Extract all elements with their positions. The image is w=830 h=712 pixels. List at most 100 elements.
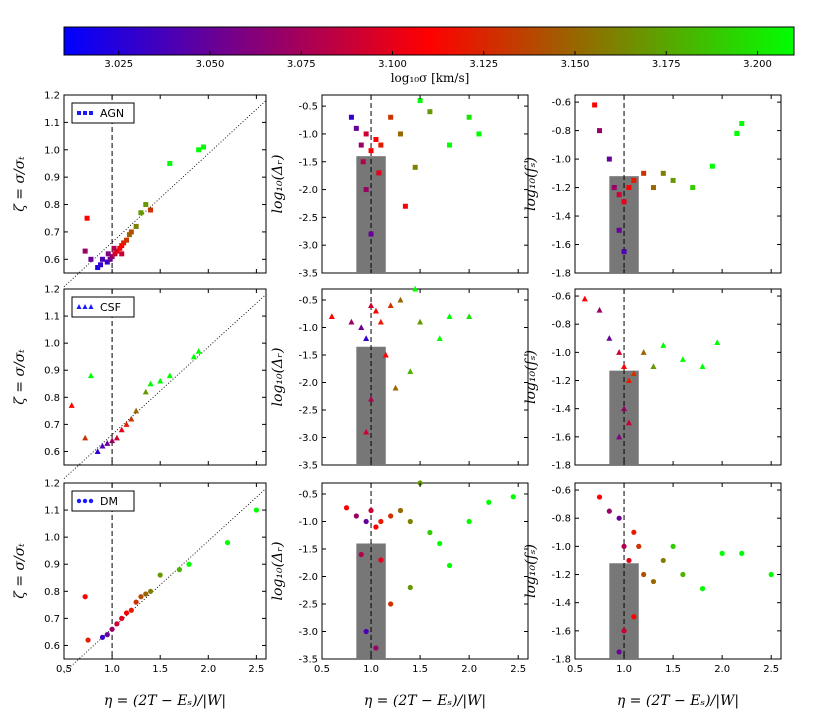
y-tick-label: 1.0 [44, 339, 60, 350]
data-point [147, 588, 154, 594]
data-point [109, 626, 115, 632]
data-point [104, 632, 110, 638]
data-point [224, 539, 231, 546]
legend-marker [77, 111, 81, 115]
x-tick-label: 2.5 [510, 664, 526, 675]
y-tick-label: 0.9 [44, 560, 60, 571]
data-point [119, 251, 125, 257]
data-point [117, 245, 123, 251]
y-tick-label: -1.0 [551, 155, 571, 166]
data-point [636, 543, 642, 549]
y-tick-label: -3.5 [298, 461, 318, 472]
data-point [699, 586, 706, 592]
colorbar-tick-label: 3.075 [287, 59, 316, 70]
y-tick-label: 0.7 [44, 420, 60, 431]
data-point [616, 515, 622, 521]
data-point [641, 571, 647, 578]
data-point [363, 428, 370, 435]
data-point [680, 571, 686, 578]
data-point [148, 207, 154, 213]
data-point [387, 302, 394, 308]
legend: DM [71, 490, 135, 512]
x-axis-label-col3: η = (2T − Eₛ)/|W| [617, 693, 739, 709]
data-point [109, 437, 116, 444]
data-point [87, 372, 94, 379]
y-axis-label: ζ = σ/σₜ [12, 156, 28, 212]
y-tick-label: -2.0 [298, 572, 318, 583]
data-point [200, 144, 206, 150]
y-tick-label: -1.8 [551, 269, 571, 280]
y-tick-label: -2.0 [298, 185, 318, 196]
data-point [621, 363, 628, 369]
panel-DM-fs: -0.6 -0.8 -1.0 -1.2 -1.4 -1.6 -1.80.5 1.0 1.5 2.0… [523, 482, 782, 675]
y-tick-label: -1.2 [551, 376, 571, 387]
data-point [186, 561, 192, 567]
y-tick-label: -1.0 [298, 323, 318, 334]
data-point [377, 318, 384, 325]
plot-frame [574, 94, 782, 274]
data-point [476, 131, 482, 137]
plot-frame [574, 482, 782, 660]
x-tick-label: 0.5 [56, 664, 72, 675]
data-point [606, 156, 612, 162]
data-point [328, 313, 335, 319]
data-point [631, 529, 637, 535]
data-point [621, 405, 628, 412]
legend: AGN [71, 102, 135, 124]
y-tick-label: -0.8 [551, 514, 571, 525]
data-point [138, 594, 144, 600]
y-tick-label: 1.0 [44, 145, 60, 156]
data-point [679, 356, 686, 362]
data-point [427, 529, 433, 536]
y-tick-label: -1.6 [551, 240, 571, 251]
data-point [118, 426, 125, 433]
data-point [650, 578, 657, 585]
data-point [88, 256, 94, 262]
data-point [195, 348, 202, 354]
data-point [368, 507, 374, 514]
x-tick-label: 2.0 [461, 664, 477, 675]
data-point [402, 203, 408, 209]
data-point [109, 254, 115, 260]
y-tick-label: 0.9 [44, 366, 60, 377]
panel-AGN-fs: -0.6 -0.8 -1.0 -1.2 -1.4 -1.6 -1.8 log₁₀(fₛ) [523, 94, 782, 280]
y-tick-label: 1.2 [44, 285, 60, 296]
legend-marker [88, 304, 94, 309]
data-point [121, 240, 127, 246]
data-point [407, 518, 413, 525]
y-tick-label: 1.1 [44, 118, 60, 129]
y-tick-label: -3.0 [298, 433, 318, 444]
data-point [616, 433, 623, 440]
data-point [167, 160, 173, 166]
data-point [157, 377, 164, 384]
data-point [714, 339, 721, 346]
y-tick-label: 0.6 [44, 447, 60, 458]
y-tick-label: -3.0 [298, 627, 318, 638]
data-point [378, 142, 384, 148]
data-point [631, 614, 637, 620]
data-point [94, 448, 101, 454]
legend-label: CSF [100, 301, 121, 314]
data-point [123, 421, 130, 427]
y-tick-label: 1.2 [44, 479, 60, 490]
data-point [133, 223, 139, 229]
y-tick-label: -1.8 [551, 655, 571, 666]
data-point [123, 610, 130, 616]
y-tick-label: -1.2 [551, 183, 571, 194]
legend-box [71, 296, 135, 318]
data-point [616, 192, 622, 198]
data-point [466, 114, 472, 120]
plot-frame [574, 288, 782, 466]
y-axis-label: log₁₀(Δᵣ) [270, 348, 286, 407]
data-point [392, 384, 399, 391]
data-point [412, 285, 419, 292]
data-point [660, 170, 666, 176]
virial-relation-line [63, 488, 267, 673]
x-axis-label-col2: η = (2T − Eₛ)/|W| [364, 693, 486, 709]
y-tick-label: -0.6 [551, 292, 571, 303]
data-point [606, 335, 613, 341]
x-tick-label: 1.5 [412, 664, 428, 675]
colorbar-gradient [63, 26, 795, 56]
y-tick-label: -0.5 [298, 296, 318, 307]
data-point [630, 370, 637, 376]
